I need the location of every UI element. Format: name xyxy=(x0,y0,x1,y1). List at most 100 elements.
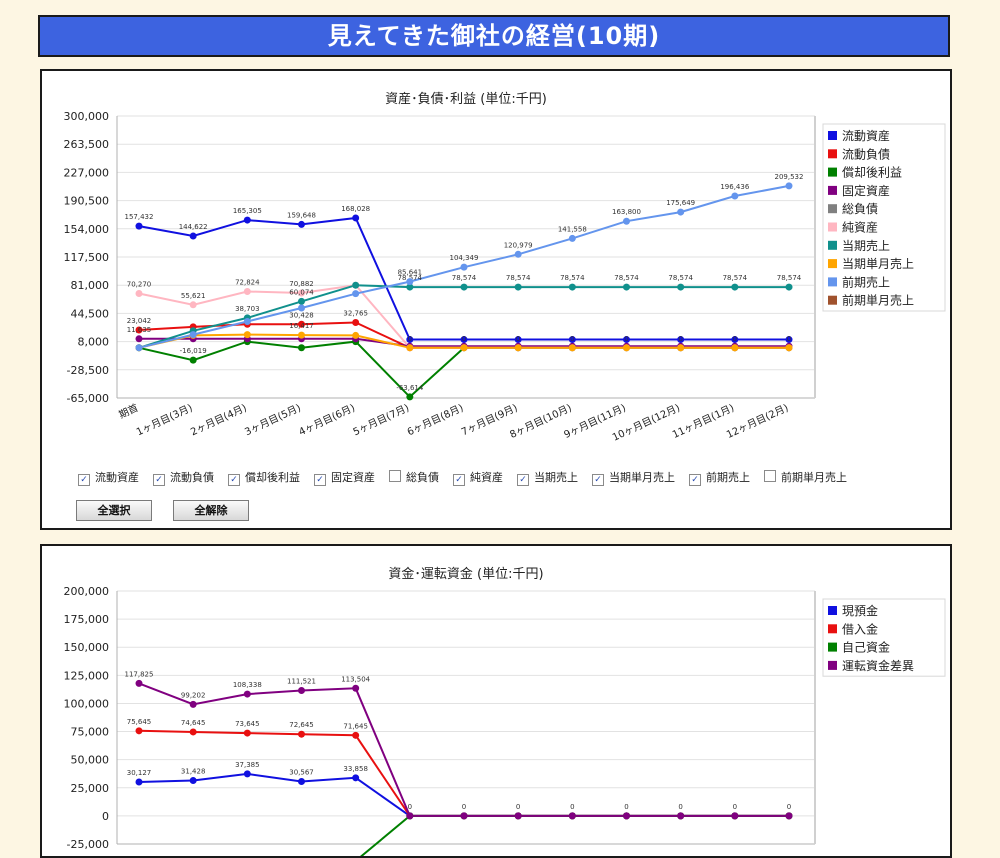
data-label: 0 xyxy=(787,335,791,343)
y-tick-label: -28,500 xyxy=(67,364,109,377)
series-toggle-checkbox[interactable]: ✓ 固定資産 xyxy=(314,469,375,486)
y-tick-label: 25,000 xyxy=(71,782,110,795)
data-point xyxy=(352,731,360,739)
checkbox-unchecked-icon[interactable] xyxy=(389,470,401,482)
data-point xyxy=(677,812,685,820)
data-point xyxy=(623,344,630,352)
data-point xyxy=(406,283,414,291)
data-point xyxy=(135,289,143,297)
data-point xyxy=(298,331,305,339)
data-point xyxy=(243,770,251,778)
series-toggle-label: 流動資産 xyxy=(95,471,139,484)
y-tick-label: 44,500 xyxy=(71,307,110,320)
funds-chart-panel: 資金･運転資金 (単位:千円) 200,000 175,000 150,000 125,… xyxy=(40,544,952,858)
series-toggle-label: 流動負債 xyxy=(170,471,214,484)
data-label: 0 xyxy=(624,335,628,343)
data-label: 11,635 xyxy=(127,326,152,334)
checkbox-checked-icon[interactable]: ✓ xyxy=(314,474,326,486)
series-toggle-label: 前期単月売上 xyxy=(781,471,847,484)
series-toggle-checkbox[interactable]: 総負債 xyxy=(389,469,439,485)
data-label: 157,432 xyxy=(125,213,154,221)
checkbox-checked-icon[interactable]: ✓ xyxy=(689,474,701,486)
series-toggle-checkbox[interactable]: ✓ 償却後利益 xyxy=(228,469,300,486)
data-point xyxy=(298,344,305,352)
legend-swatch xyxy=(828,606,837,615)
select-all-button[interactable]: 全選択 xyxy=(76,500,152,521)
data-point xyxy=(623,812,630,820)
data-point xyxy=(298,320,305,328)
checkbox-unchecked-icon[interactable] xyxy=(764,470,776,482)
data-label: 23,042 xyxy=(127,317,152,325)
series-toggle-checkbox[interactable]: 前期単月売上 xyxy=(764,469,847,485)
data-point xyxy=(731,812,739,820)
data-point xyxy=(460,336,468,344)
series-toggle-checkbox[interactable]: ✓ 当期単月売上 xyxy=(592,469,675,486)
clear-all-button[interactable]: 全解除 xyxy=(173,500,249,521)
checkbox-checked-icon[interactable]: ✓ xyxy=(78,474,90,486)
series-toggle-checkbox[interactable]: ✓ 当期売上 xyxy=(517,469,578,486)
series-toggle-label: 固定資産 xyxy=(331,471,375,484)
data-point xyxy=(352,290,360,298)
x-tick-label: 6ヶ月目(8月) xyxy=(405,402,465,438)
data-point xyxy=(298,297,305,305)
data-point xyxy=(460,263,468,271)
data-label: 0 xyxy=(462,803,466,811)
checkbox-checked-icon[interactable]: ✓ xyxy=(228,474,240,486)
checkbox-checked-icon[interactable]: ✓ xyxy=(592,474,604,486)
data-label: 168,028 xyxy=(341,205,370,213)
data-point xyxy=(406,278,414,286)
data-point xyxy=(189,728,197,736)
data-point xyxy=(135,326,143,334)
series-toggle-checkbox[interactable]: ✓ 純資産 xyxy=(453,469,503,486)
data-point xyxy=(189,356,197,364)
data-point xyxy=(460,344,468,352)
data-point xyxy=(352,684,360,692)
data-point xyxy=(189,777,197,785)
checkbox-checked-icon[interactable]: ✓ xyxy=(517,474,529,486)
checkbox-checked-icon[interactable]: ✓ xyxy=(453,474,465,486)
y-tick-label: 175,000 xyxy=(64,613,110,626)
data-label: 108,338 xyxy=(233,681,262,689)
data-point xyxy=(135,679,143,687)
data-point xyxy=(135,344,143,352)
series-toggle-checkbox[interactable]: ✓ 流動資産 xyxy=(78,469,139,486)
legend-swatch xyxy=(828,259,837,269)
data-point xyxy=(352,318,360,326)
data-point xyxy=(568,344,576,352)
y-tick-label: 150,000 xyxy=(64,641,110,654)
legend-label: 借入金 xyxy=(842,621,878,636)
legend-box xyxy=(822,598,946,677)
data-label: 70,882 xyxy=(289,280,314,288)
legend-swatch xyxy=(828,204,837,214)
data-label: 71,645 xyxy=(343,722,368,730)
y-tick-label: 154,000 xyxy=(64,223,110,236)
y-tick-label: 100,000 xyxy=(64,697,110,710)
data-label: 73,645 xyxy=(235,720,259,728)
y-tick-label: 0 xyxy=(102,810,109,823)
data-label: 78,574 xyxy=(560,274,585,282)
data-point xyxy=(189,301,197,309)
data-point xyxy=(298,304,305,312)
page-title: 見えてきた御社の経営(10期) xyxy=(38,15,950,57)
data-point xyxy=(352,214,360,222)
data-label: 38,703 xyxy=(235,305,259,313)
data-point xyxy=(243,690,251,698)
series-toggle-checkbox[interactable]: ✓ 前期売上 xyxy=(689,469,750,486)
data-label: 30,428 xyxy=(289,311,314,319)
data-label: 72,824 xyxy=(235,279,260,287)
data-label: 60,074 xyxy=(289,288,314,296)
data-label: 163,800 xyxy=(612,208,641,216)
data-point xyxy=(406,812,414,820)
y-tick-label: 263,500 xyxy=(64,138,110,151)
data-point xyxy=(568,336,576,344)
series-toggle-label: 当期単月売上 xyxy=(609,471,675,484)
legend-swatch xyxy=(828,295,837,305)
checkbox-checked-icon[interactable]: ✓ xyxy=(153,474,165,486)
data-label: -16,019 xyxy=(180,347,207,355)
data-label: 33,858 xyxy=(343,765,368,773)
data-point xyxy=(785,812,793,820)
data-point xyxy=(568,812,576,820)
chart-title: 資金･運転資金 (単位:千円) xyxy=(388,566,543,582)
data-point xyxy=(731,344,739,352)
series-toggle-checkbox[interactable]: ✓ 流動負債 xyxy=(153,469,214,486)
